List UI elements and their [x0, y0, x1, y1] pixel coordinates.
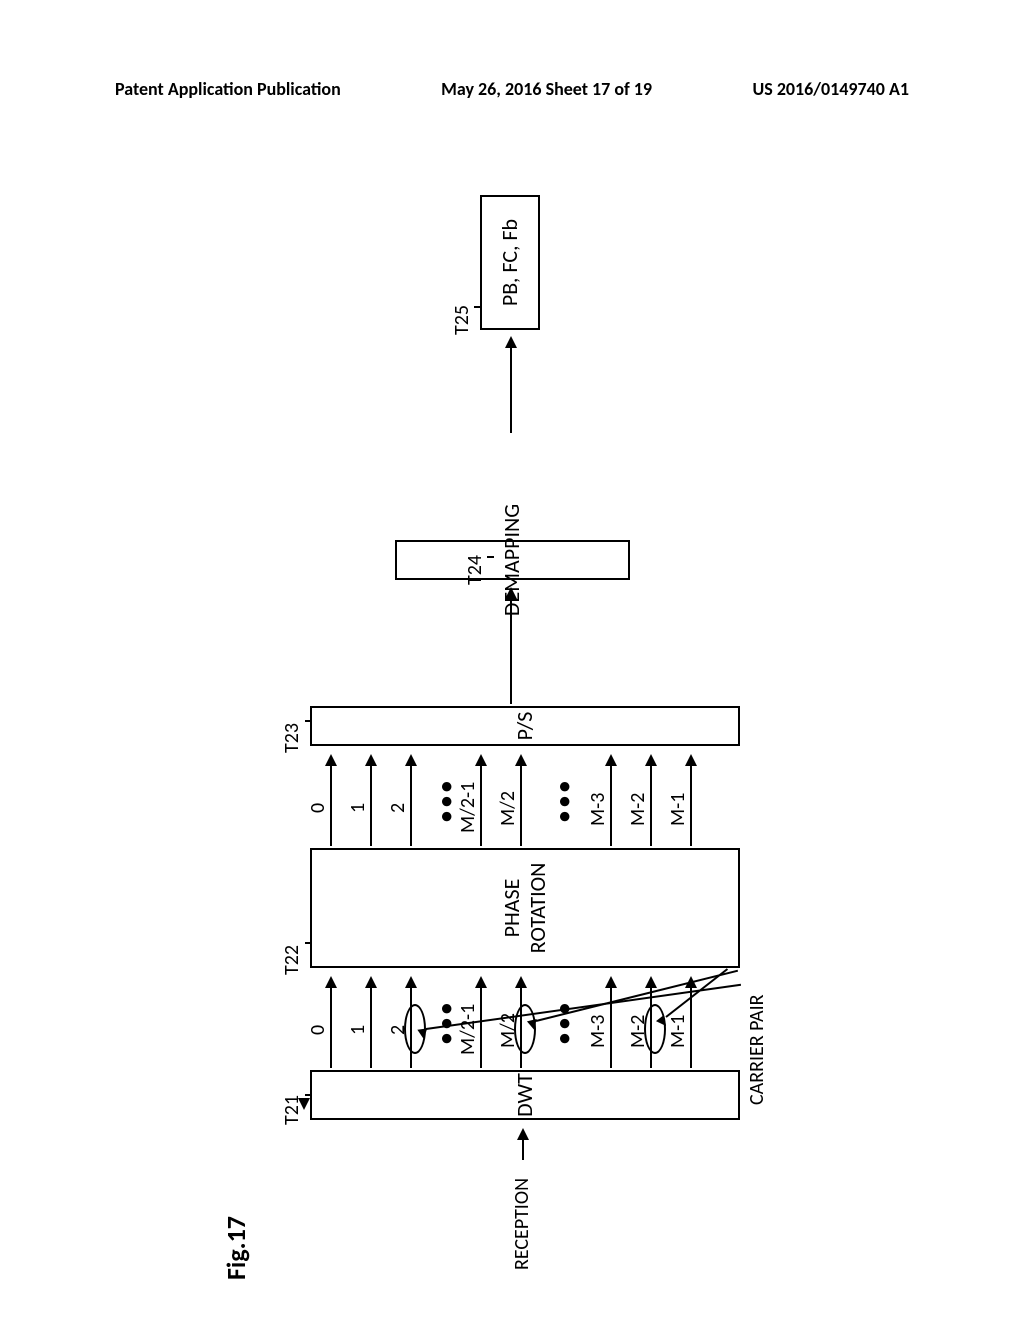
t21-lead	[298, 1107, 310, 1108]
dots-upper-a: •••	[432, 999, 459, 1044]
dwt-block: DWT	[310, 1070, 740, 1120]
pair-lead-2-head	[527, 1019, 539, 1031]
header-right: US 2016/0149740 A1	[752, 78, 909, 100]
pch5-a	[610, 756, 612, 846]
t25-tick	[474, 306, 481, 308]
ch3-l: M/2-1	[456, 1004, 480, 1055]
dots-upper-b: •••	[432, 777, 459, 822]
pch5-l: M-3	[586, 793, 610, 826]
t25-ref: T25	[450, 305, 474, 335]
phase-block: PHASE ROTATION	[310, 848, 740, 968]
fig17-diagram: Fig.17 RECEPTION DWT T21 0 1 2 ••• M/2-1…	[250, 80, 750, 1280]
arrow-in	[522, 1130, 524, 1160]
pch2-a	[410, 756, 412, 846]
pch6-a	[650, 756, 652, 846]
out-block: PB, FC, Fb	[480, 195, 540, 330]
dwt-label: DWT	[512, 1073, 538, 1117]
ch5-l: M-3	[586, 1015, 610, 1048]
dots-lower-b: •••	[550, 777, 577, 822]
ps-block: P/S	[310, 706, 740, 746]
t24-ref: T24	[463, 555, 487, 585]
t23-ref: T23	[280, 723, 304, 753]
t24-tick	[487, 556, 494, 558]
ch5-a	[610, 978, 612, 1068]
pch6-l: M-2	[626, 793, 650, 826]
figure-label: Fig.17	[220, 1216, 252, 1280]
pair-ellipse-3	[644, 1004, 666, 1054]
dots-lower-a: •••	[550, 999, 577, 1044]
out-label: PB, FC, Fb	[497, 219, 523, 306]
t21-tick	[305, 1094, 312, 1096]
ch3-a	[480, 978, 482, 1068]
ch1-l: 1	[346, 1025, 370, 1035]
ps-label: P/S	[512, 712, 538, 741]
pch0-a	[330, 756, 332, 846]
pch0-l: 0	[306, 803, 330, 813]
ch1-a	[370, 978, 372, 1068]
pch1-l: 1	[346, 803, 370, 813]
pch3-a	[480, 756, 482, 846]
phase-label-2: ROTATION	[525, 863, 551, 954]
t22-ref: T22	[280, 945, 304, 975]
pch1-a	[370, 756, 372, 846]
pch4-a	[520, 756, 522, 846]
pch7-l: M-1	[666, 793, 690, 826]
pch4-l: M/2	[496, 791, 520, 826]
phase-label-1: PHASE	[499, 879, 525, 938]
pch2-l: 2	[386, 803, 410, 813]
ch0-l: 0	[306, 1025, 330, 1035]
carrier-pair-label: CARRIER PAIR	[745, 995, 769, 1105]
pch7-a	[690, 756, 692, 846]
reception-label: RECEPTION	[510, 1178, 534, 1270]
t22-tick	[305, 942, 312, 944]
ch0-a	[330, 978, 332, 1068]
demap-label: DEMAPPING	[499, 504, 525, 616]
pch3-l: M/2-1	[456, 782, 480, 833]
pair-lead-1-head	[417, 1028, 428, 1039]
demap-block: DEMAPPING	[395, 540, 630, 580]
t23-tick	[305, 720, 312, 722]
demap-to-out	[510, 338, 512, 433]
ch7-l: M-1	[666, 1015, 690, 1048]
